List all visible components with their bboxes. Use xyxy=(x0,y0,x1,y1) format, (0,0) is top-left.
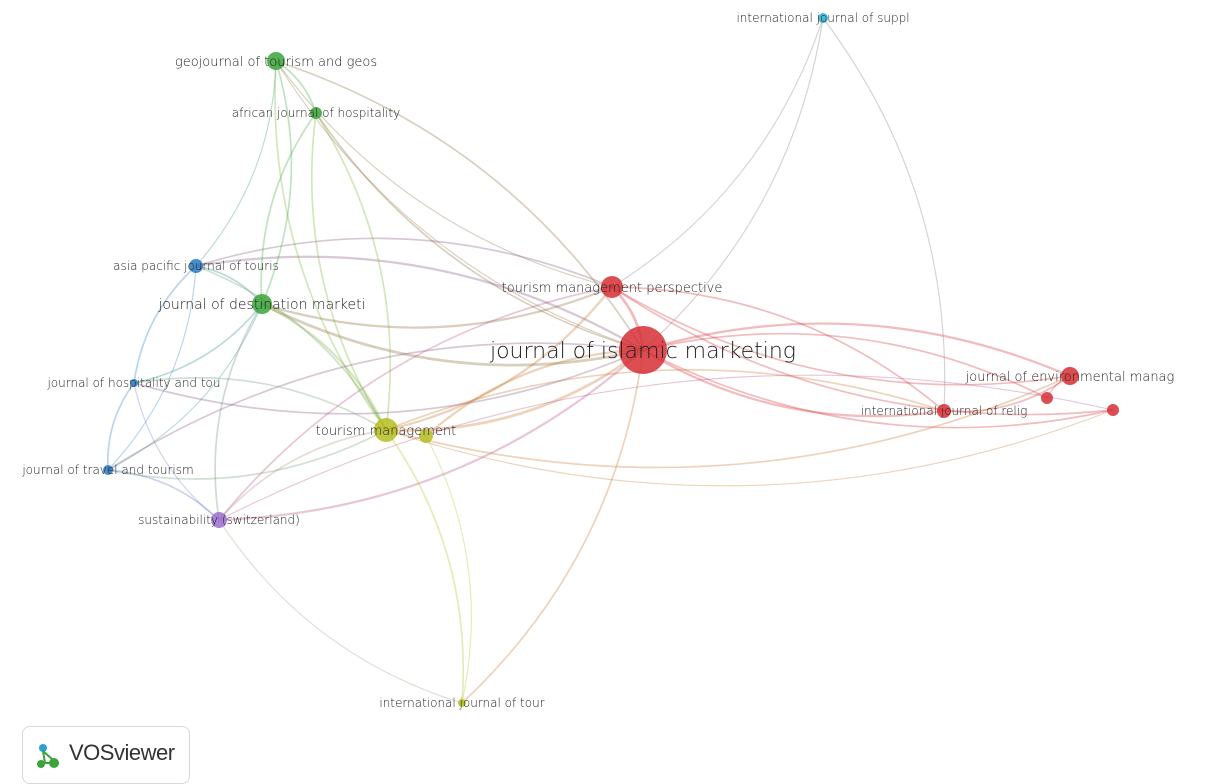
node-jht[interactable] xyxy=(130,379,138,387)
node-label-jtt: journal of travel and tourism xyxy=(21,463,193,477)
edge-r4-sus xyxy=(218,374,1114,521)
node-label-apj: asia pacific journal of touris xyxy=(113,259,279,273)
edge-ijr-tm xyxy=(385,369,945,431)
edge-tmp-jdm xyxy=(261,285,613,329)
vosviewer-logo-icon xyxy=(37,744,59,768)
edge-jdm-tm xyxy=(261,302,388,431)
edge-sus-ijt xyxy=(218,519,463,704)
node-label-sus: sustainability (switzerland) xyxy=(138,513,300,527)
edge-jdm-jht xyxy=(133,303,263,384)
node-label-tm: tourism management xyxy=(316,424,456,439)
edge-ajh-tm xyxy=(310,112,387,431)
edge-jtt-tm xyxy=(107,429,387,480)
node-label-gtg: geojournal of tourism and geos xyxy=(175,55,377,70)
edge-jim-r4 xyxy=(642,349,1114,429)
edge-tmp-ijs xyxy=(611,17,824,288)
edge-apj-jtt xyxy=(107,265,197,471)
edge-r4-tm xyxy=(385,409,1114,487)
edge-jim-jtt xyxy=(107,342,644,471)
edge-y2-ijt xyxy=(425,435,472,704)
vosviewer-brand-name: VOSviewer xyxy=(69,740,175,765)
edge-tmp-r4 xyxy=(611,286,1114,416)
edge-tmp-jem xyxy=(611,286,1071,386)
edge-tmp-sus xyxy=(218,286,613,521)
vosviewer-badge: VOSviewer xyxy=(22,726,190,784)
node-ajh[interactable] xyxy=(310,107,322,119)
network-nodes xyxy=(103,13,1119,707)
edge-apj-jht xyxy=(133,265,197,384)
edge-jim-sus xyxy=(218,349,644,522)
edge-jim-tm xyxy=(385,348,644,432)
node-y2[interactable] xyxy=(419,429,433,443)
node-ijs[interactable] xyxy=(818,13,828,23)
edge-tmp-apj xyxy=(195,237,613,288)
edge-jim-ajh xyxy=(315,112,644,351)
node-label-ijt: international journal of tour xyxy=(379,696,544,710)
edge-jim-apj xyxy=(195,255,644,351)
node-label-jdm: journal of destination marketi xyxy=(157,297,365,313)
edge-tm-ajh xyxy=(315,112,392,431)
edge-jdm-sus xyxy=(214,303,263,521)
edge-jdm-jtt xyxy=(107,303,263,471)
node-label-ijs: international journal of suppl xyxy=(736,11,909,25)
edge-tm-gtg xyxy=(274,60,387,431)
edge-ijs-ijr xyxy=(822,17,946,412)
node-label-ijr: international journal of relig xyxy=(861,404,1028,418)
edge-tmp-tm xyxy=(385,286,613,432)
node-jim[interactable] xyxy=(619,326,667,374)
edge-jim-jem xyxy=(642,322,1071,378)
node-apj[interactable] xyxy=(189,259,203,273)
network-labels: journal of islamic marketing tourism mana… xyxy=(21,11,1174,710)
node-jdm[interactable] xyxy=(252,294,272,314)
node-jem[interactable] xyxy=(1061,367,1079,385)
node-r4[interactable] xyxy=(1107,404,1119,416)
edge-apj-gtg xyxy=(195,60,277,267)
node-label-tmp: tourism management perspective xyxy=(502,281,723,296)
node-label-jem: journal of environmental manag xyxy=(965,370,1175,385)
node-gtg[interactable] xyxy=(267,52,285,70)
edge-tmp-gtg xyxy=(275,60,613,288)
edge-jdm-gtg xyxy=(261,60,293,305)
node-r3[interactable] xyxy=(1041,392,1053,404)
edge-jim-ijs xyxy=(642,17,824,351)
edge-tm-sus xyxy=(218,429,387,521)
edge-jht-tm xyxy=(133,376,387,431)
edge-jht-jtt xyxy=(106,382,135,471)
edge-apj-tm xyxy=(195,265,387,431)
network-edges xyxy=(106,17,1114,704)
edge-jim-ijr xyxy=(642,349,945,418)
node-label-jim: journal of islamic marketing xyxy=(489,339,796,364)
node-ijr[interactable] xyxy=(937,404,951,418)
node-label-ajh: african journal of hospitality xyxy=(232,106,400,120)
edge-jem-ijr xyxy=(943,375,1071,413)
edge-jem-tm xyxy=(385,375,1071,469)
edge-tmp-ijr xyxy=(611,286,945,412)
node-tm[interactable] xyxy=(374,418,398,442)
edge-tm-ijt xyxy=(385,429,465,704)
node-sus[interactable] xyxy=(211,512,227,528)
node-label-jht: journal of hospitality and tou xyxy=(46,376,220,390)
node-tmp[interactable] xyxy=(601,276,623,298)
edge-jim-jdm xyxy=(261,302,644,367)
edge-jht-sus xyxy=(133,382,220,521)
edge-jdm-ajh xyxy=(260,112,317,305)
edge-jim-y2 xyxy=(425,348,644,437)
edge-jim-ijt xyxy=(461,349,644,704)
edge-jim-r3 xyxy=(642,332,1048,399)
node-ijt[interactable] xyxy=(458,699,466,707)
edge-jim-jht xyxy=(133,349,644,415)
edge-jtt-sus xyxy=(107,469,220,521)
node-jtt[interactable] xyxy=(103,465,113,475)
